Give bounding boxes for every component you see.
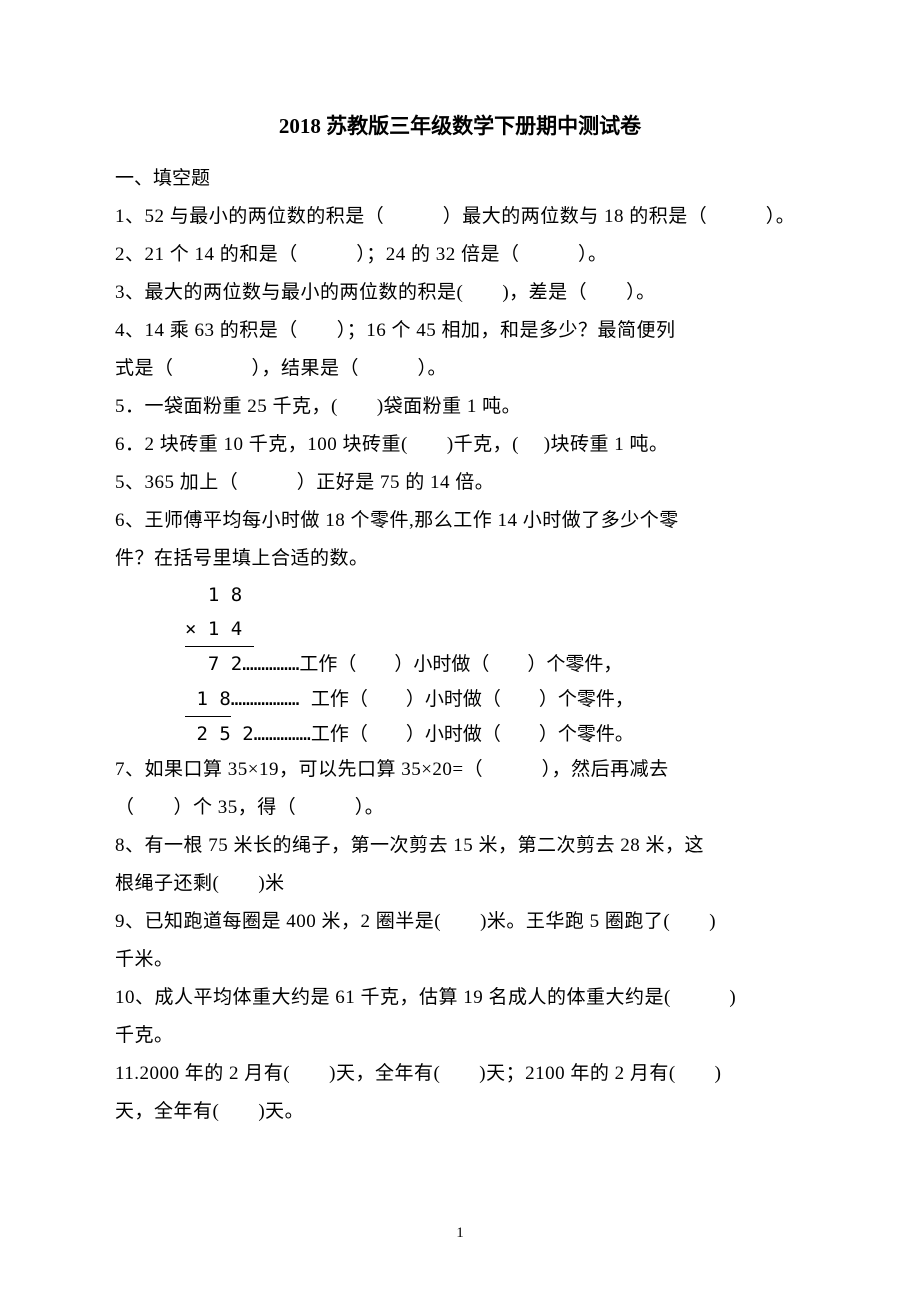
question-6b-line-2: 件？在括号里填上合适的数。: [115, 540, 805, 578]
calc-row-4-tail: ……………… 工作（ ）小时做（ ）个零件，: [231, 688, 634, 710]
question-7-line-1: 7、如果口算 35×19，可以先口算 35×20=（ ），然后再减去: [115, 751, 805, 789]
question-4-line-2: 式是（ ），结果是（ ）。: [115, 350, 805, 388]
calc-underline-1: × 1 4: [185, 612, 254, 647]
question-6a: 6．2 块砖重 10 千克，100 块砖重( )千克，( )块砖重 1 吨。: [115, 426, 805, 464]
vertical-multiplication: 1 8 × 1 4 7 2……………工作（ ）小时做（ ）个零件， 1 8…………: [185, 578, 805, 751]
question-9-line-1: 9、已知跑道每圈是 400 米，2 圈半是( )米。王华跑 5 圈跑了( ): [115, 903, 805, 941]
question-2: 2、21 个 14 的和是（ ）；24 的 32 倍是（ ）。: [115, 236, 805, 274]
page: 2018 苏教版三年级数学下册期中测试卷 一、填空题 1、52 与最小的两位数的…: [0, 0, 920, 1302]
question-11-line-2: 天，全年有( )天。: [115, 1093, 805, 1131]
question-10-line-2: 千克。: [115, 1017, 805, 1055]
calc-row-5: 2 5 2……………工作（ ）小时做（ ）个零件。: [185, 717, 805, 751]
question-6b-line-1: 6、王师傅平均每小时做 18 个零件,那么工作 14 小时做了多少个零: [115, 502, 805, 540]
page-number: 1: [0, 1225, 920, 1242]
calc-row-3: 7 2……………工作（ ）小时做（ ）个零件，: [185, 647, 805, 681]
question-5a: 5．一袋面粉重 25 千克，( )袋面粉重 1 吨。: [115, 388, 805, 426]
question-1: 1、52 与最小的两位数的积是（ ）最大的两位数与 18 的积是（ ）。: [115, 198, 805, 236]
question-3: 3、最大的两位数与最小的两位数的积是( )，差是（ ）。: [115, 274, 805, 312]
question-11-line-1: 11.2000 年的 2 月有( )天，全年有( )天；2100 年的 2 月有…: [115, 1055, 805, 1093]
section-1-heading: 一、填空题: [115, 160, 805, 198]
question-4-line-1: 4、14 乘 63 的积是（ ）；16 个 45 相加，和是多少？最简便列: [115, 312, 805, 350]
question-8-line-2: 根绳子还剩( )米: [115, 865, 805, 903]
question-9-line-2: 千米。: [115, 941, 805, 979]
calc-underline-2: 1 8: [185, 682, 231, 717]
question-7-line-2: （ ）个 35，得（ ）。: [115, 789, 805, 827]
calc-row-1: 1 8: [185, 578, 805, 612]
calc-row-4: 1 8……………… 工作（ ）小时做（ ）个零件，: [185, 682, 805, 717]
calc-row-2: × 1 4: [185, 612, 805, 647]
question-10-line-1: 10、成人平均体重大约是 61 千克，估算 19 名成人的体重大约是( ): [115, 979, 805, 1017]
question-8-line-1: 8、有一根 75 米长的绳子，第一次剪去 15 米，第二次剪去 28 米，这: [115, 827, 805, 865]
exam-title: 2018 苏教版三年级数学下册期中测试卷: [115, 110, 805, 140]
question-5b: 5、365 加上（ ）正好是 75 的 14 倍。: [115, 464, 805, 502]
